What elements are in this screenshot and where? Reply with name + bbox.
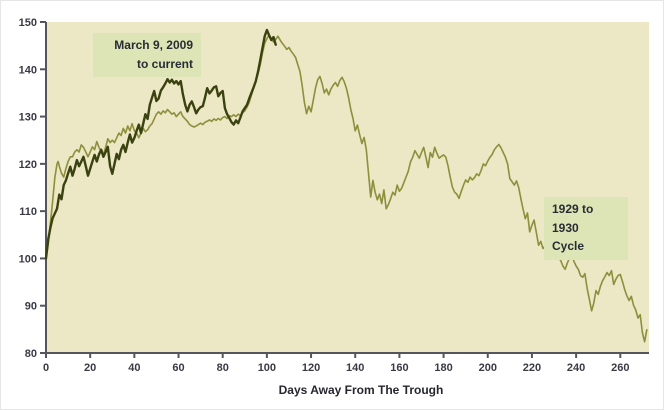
series-annotation-2009-line2: to current: [136, 56, 193, 71]
series-annotation-1929-line2: Cycle: [552, 239, 585, 254]
series-annotation-2009-line1: March 9, 2009: [114, 38, 193, 52]
x-tick-label: 120: [302, 362, 320, 374]
y-tick-label: 120: [19, 159, 37, 171]
x-tick-label: 240: [567, 362, 585, 374]
x-tick-label: 0: [43, 362, 49, 374]
series-annotation-2009: March 9, 2009 to current: [93, 33, 201, 78]
x-tick-label: 260: [611, 362, 629, 374]
x-tick-label: 80: [217, 362, 229, 374]
y-tick-label: 90: [25, 301, 37, 313]
x-tick-label: 40: [128, 362, 140, 374]
x-axis-title: Days Away From The Trough: [279, 383, 444, 397]
series-line-2009: [44, 28, 277, 260]
y-tick-label: 110: [19, 206, 37, 218]
axes: 80 90 100 110 120 130 140 150 0 20 40 60 80 100 120 140…: [19, 17, 649, 374]
x-tick-label: 220: [523, 362, 541, 374]
x-tick-label: 180: [434, 362, 452, 374]
x-tick-label: 20: [84, 362, 96, 374]
y-tick-label: 150: [19, 17, 37, 29]
x-tick-label: 140: [346, 362, 364, 374]
y-tick-label: 140: [19, 64, 37, 76]
x-tick-label: 160: [390, 362, 408, 374]
y-tick-label: 100: [19, 253, 37, 265]
y-tick-label: 80: [25, 348, 37, 360]
series-annotation-1929-line1: 1929 to 1930: [552, 202, 594, 235]
series-annotation-1929: 1929 to 1930 Cycle: [544, 197, 628, 260]
x-tick-label: 200: [479, 362, 497, 374]
x-tick-label: 60: [172, 362, 184, 374]
y-tick-label: 130: [19, 112, 37, 124]
x-tick-label: 100: [258, 362, 276, 374]
